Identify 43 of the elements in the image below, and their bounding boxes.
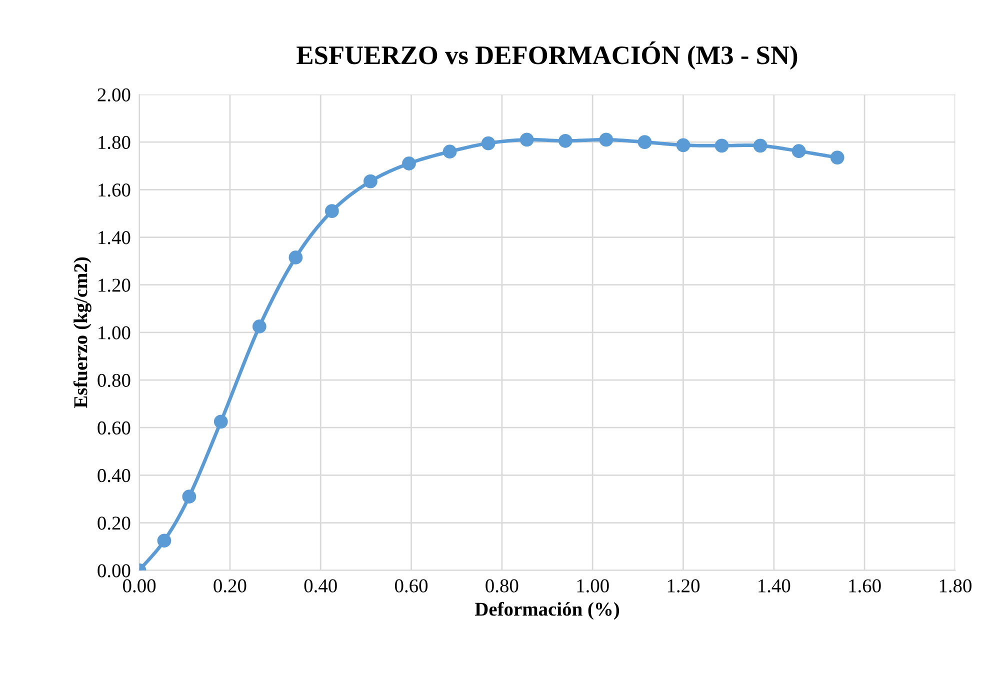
y-tick-label: 0.80 <box>98 374 130 388</box>
point <box>214 414 228 429</box>
chart-title: ESFUERZO vs DEFORMACIÓN (M3 - SN) <box>296 41 798 70</box>
y-tick-label: 1.60 <box>98 183 130 197</box>
point <box>638 135 652 150</box>
point <box>402 156 416 170</box>
y-axis-title: Esfuerzo (kg/cm2) <box>73 257 92 408</box>
point <box>830 150 844 164</box>
point <box>676 138 690 152</box>
y-tick-label: 0.60 <box>98 421 130 435</box>
point <box>288 250 303 264</box>
y-tick-label: 0.00 <box>98 564 130 578</box>
x-tick-label: 1.80 <box>940 579 972 592</box>
y-tick-label: 1.00 <box>98 326 130 340</box>
point <box>481 136 496 150</box>
point <box>599 132 614 147</box>
x-axis-title: Deformación (%) <box>474 602 620 620</box>
point <box>364 174 378 188</box>
x-tick-label: 1.20 <box>668 579 700 592</box>
y-tick-label: 0.40 <box>98 469 130 482</box>
y-tick-label: 1.80 <box>98 136 130 150</box>
point <box>157 534 172 548</box>
x-tick-label: 0.20 <box>214 579 246 592</box>
x-tick-label: 0.80 <box>486 579 518 592</box>
point <box>714 138 729 153</box>
y-tick-label: 0.20 <box>98 516 130 530</box>
x-tick-label: 1.40 <box>758 579 790 592</box>
y-tick-label: 1.20 <box>98 278 130 292</box>
point <box>442 144 457 159</box>
x-tick-label: 0.00 <box>123 579 156 592</box>
point <box>520 132 534 147</box>
point <box>252 320 266 334</box>
y-tick-label: 2.00 <box>98 88 130 102</box>
x-tick-label: 0.60 <box>394 579 428 592</box>
y-tick-label: 1.40 <box>98 231 130 244</box>
point <box>325 204 339 218</box>
x-tick-label: 1.00 <box>577 579 609 592</box>
point <box>182 490 196 504</box>
point <box>792 144 806 158</box>
point <box>753 138 768 153</box>
point <box>558 134 572 148</box>
x-tick-label: 1.60 <box>849 579 881 592</box>
x-tick-label: 0.40 <box>304 579 337 592</box>
